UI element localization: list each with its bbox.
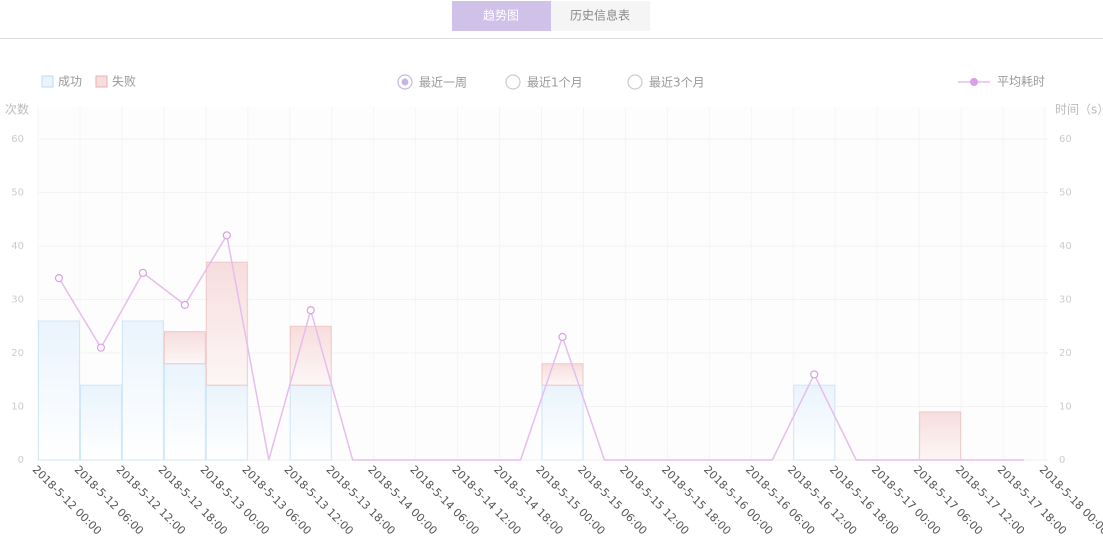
success-bar [121,320,164,461]
y-tick-label: 0 [18,455,24,466]
radio-label[interactable]: 最近3个月 [649,76,705,90]
y-tick-label: 60 [11,134,24,145]
legend-label: 成功 [58,75,82,89]
success-bar [38,320,80,461]
y2-tick-label: 0 [1059,455,1065,466]
avg-time-point [810,370,819,379]
fail-bar [289,325,332,386]
success-bar [163,363,206,461]
y-tick-label: 10 [11,402,24,413]
avg-time-line [58,233,1025,461]
y-tick-label: 40 [11,241,24,252]
radio[interactable] [627,74,643,90]
fail-bar [163,331,206,365]
avg-time-point [222,231,231,240]
avg-time-point [180,300,189,309]
x-tick-label: 2018-5-18 00:00 [1037,463,1103,537]
tab[interactable] [551,1,650,31]
success-bar [289,384,332,461]
y-tick-label: 50 [11,188,24,199]
legend-swatch [95,75,108,88]
fail-bar [541,363,584,386]
radio-label[interactable]: 最近一周 [419,76,467,90]
tab[interactable] [452,1,551,31]
y2-tick-label: 60 [1059,134,1072,145]
avg-time-point [96,343,106,352]
legend-label: 平均耗时 [997,75,1045,89]
radio-dot [401,78,409,86]
fail-bar [205,261,248,386]
y-axis-title: 次数 [5,102,29,117]
avg-time-point [54,274,64,283]
success-bar [79,384,122,461]
legend-label: 失败 [112,74,136,89]
y2-tick-label: 30 [1059,295,1072,306]
legend-swatch [41,75,54,88]
y-tick-label: 30 [11,295,24,306]
y2-tick-label: 40 [1059,241,1072,252]
y2-tick-label: 50 [1059,188,1072,199]
success-bar [205,384,248,461]
y-tick-label: 20 [11,348,24,359]
success-bar [541,384,584,461]
legend-marker [970,78,978,86]
fail-bar [919,411,962,461]
tab-label[interactable]: 趋势图 [483,9,519,23]
y2-tick-label: 10 [1059,402,1072,413]
y2-axis-title: 时间（s） [1055,103,1103,117]
avg-time-point [306,306,315,315]
tab-label[interactable]: 历史信息表 [570,8,630,23]
success-bar [793,384,836,461]
avg-time-point [558,332,567,342]
avg-time-point [138,268,147,277]
radio[interactable] [505,74,521,90]
y2-tick-label: 20 [1059,348,1072,359]
radio-label[interactable]: 最近1个月 [527,76,583,90]
